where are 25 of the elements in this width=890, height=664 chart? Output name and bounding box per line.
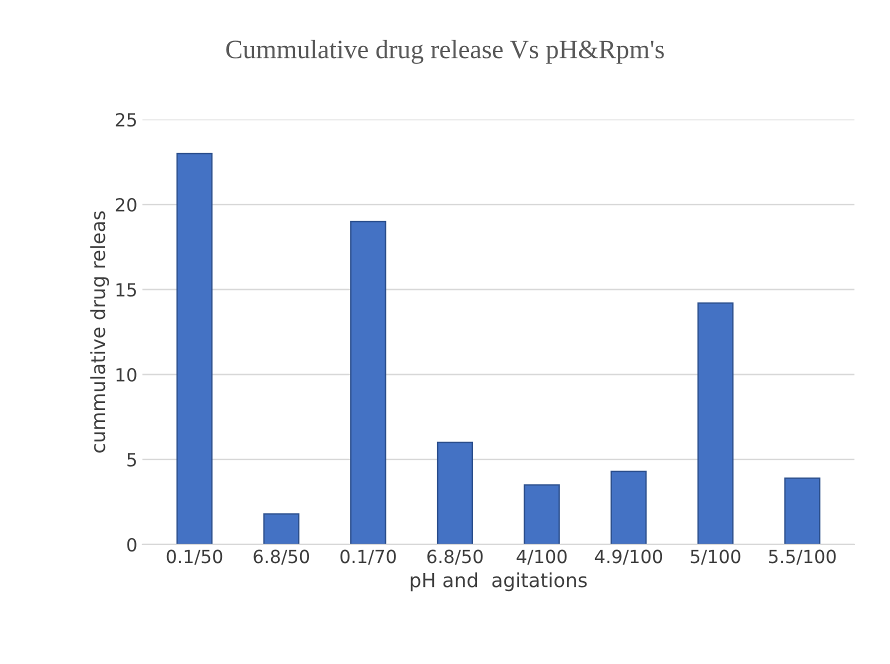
bar: [263, 513, 300, 544]
y-tick-label: 0: [127, 538, 136, 552]
y-tick-label: 5: [127, 453, 136, 467]
y-axis-title: cummulative drug releas: [90, 211, 110, 453]
y-tick-label: 20: [116, 198, 136, 212]
x-tick-label: 6.8/50: [427, 550, 483, 565]
x-tick-label: 6.8/50: [254, 550, 310, 565]
y-tick-label: 25: [116, 112, 136, 127]
x-tick-label: 0.1/50: [166, 550, 222, 565]
bar: [784, 477, 820, 544]
x-tick-label: 0.1/70: [340, 550, 396, 565]
y-tick-label: 10: [116, 368, 136, 382]
bar: [697, 302, 734, 544]
chart-title: Cummulative drug release Vs pH&Rpm's: [226, 40, 664, 64]
x-tick-label: 5.5/100: [769, 550, 836, 565]
bar: [350, 220, 386, 544]
bar: [436, 442, 474, 544]
bar: [524, 484, 560, 544]
x-axis-title: pH and agitations: [410, 572, 587, 592]
bar: [610, 470, 647, 544]
x-tick-label: 4.9/100: [594, 550, 662, 565]
x-tick-label: 5/100: [690, 550, 740, 565]
x-tick-label: 4/100: [516, 550, 567, 565]
bar: [176, 152, 213, 544]
y-tick-label: 15: [116, 283, 136, 297]
